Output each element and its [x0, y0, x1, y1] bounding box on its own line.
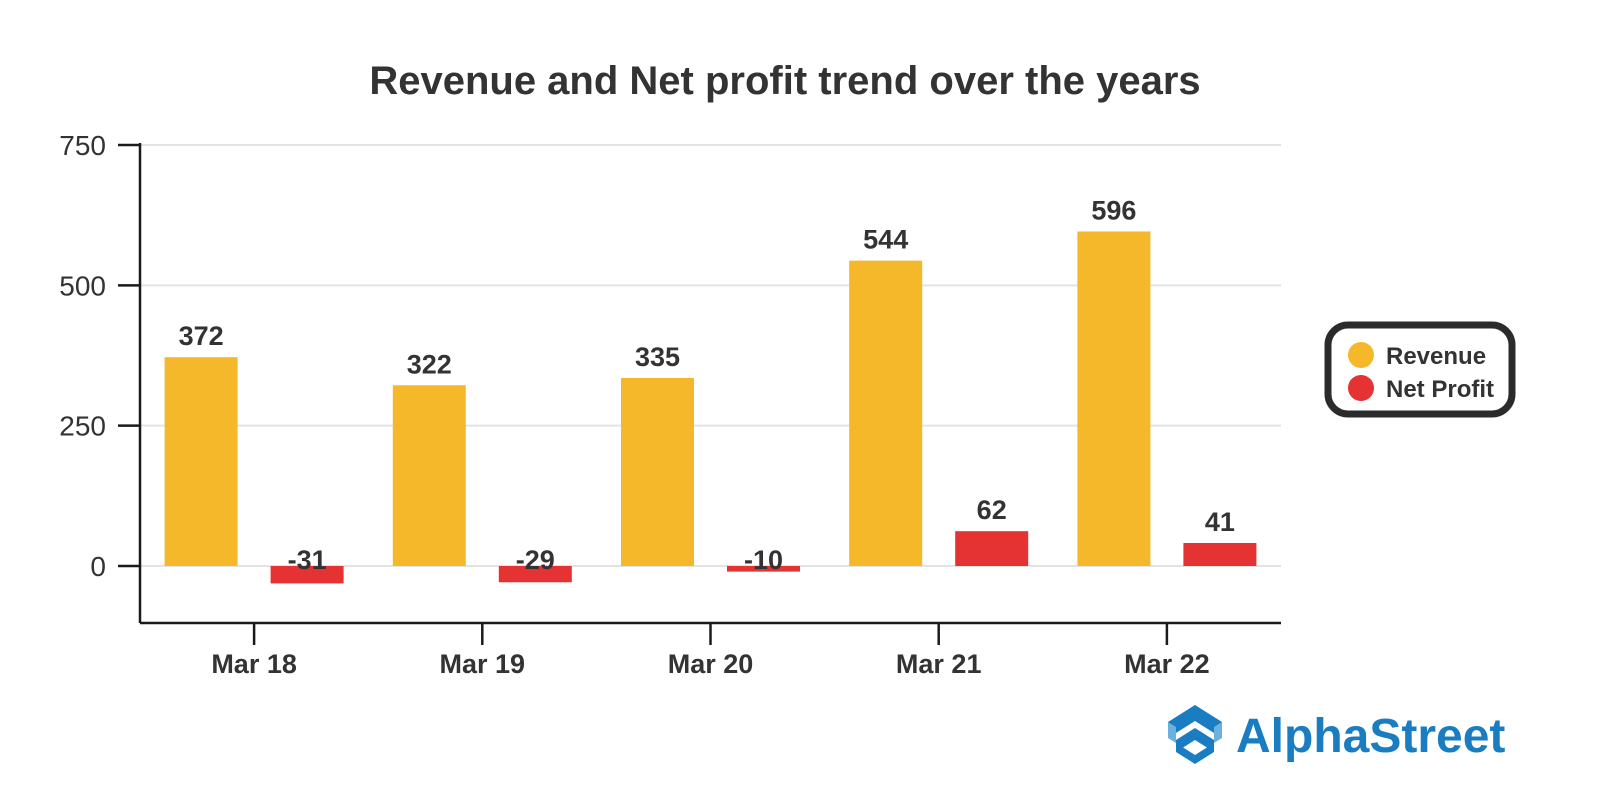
bar-net-profit [955, 531, 1029, 566]
data-label: -10 [744, 545, 783, 575]
x-tick-label: Mar 20 [668, 649, 754, 679]
legend-frame [1324, 321, 1516, 418]
x-tick-label: Mar 21 [896, 649, 982, 679]
alphastreet-chevron-icon [1168, 705, 1222, 764]
bar-revenue [1077, 231, 1151, 567]
data-label: 41 [1205, 507, 1235, 537]
legend-swatch-revenue [1348, 342, 1374, 368]
legend-swatch-net-profit [1348, 375, 1374, 401]
alphastreet-logo: AlphaStreet [1168, 705, 1505, 764]
data-label: 596 [1091, 195, 1136, 225]
bars [164, 231, 1257, 584]
bar-net-profit [727, 566, 800, 572]
data-label: 335 [635, 342, 680, 372]
y-tick-label: 750 [59, 130, 106, 161]
bar-revenue [621, 377, 694, 566]
x-tick-label: Mar 19 [440, 649, 526, 679]
x-tick-label: Mar 18 [211, 649, 297, 679]
legend: Revenue Net Profit [1324, 321, 1516, 418]
data-labels: 372 -31 322 -29 335 -10 544 62 596 41 [179, 195, 1235, 575]
data-label: 544 [863, 225, 908, 255]
y-tick-label: 0 [90, 551, 106, 582]
legend-label-revenue: Revenue [1386, 343, 1486, 370]
bar-revenue [164, 357, 238, 566]
bar-net-profit [270, 566, 344, 584]
data-label: -29 [516, 545, 555, 575]
bar-net-profit [1183, 542, 1257, 566]
data-label: 322 [407, 349, 452, 379]
chart-title: Revenue and Net profit trend over the ye… [369, 59, 1200, 103]
bar-net-profit [498, 566, 572, 583]
legend-label-net-profit: Net Profit [1386, 376, 1494, 403]
data-label: 62 [977, 495, 1007, 525]
axes: 0 250 500 750 Mar 18 Mar 19 Mar 20 Mar 21 Mar 22 [59, 130, 1281, 679]
data-label: 372 [179, 321, 224, 351]
data-label: -31 [288, 545, 327, 575]
bar-revenue [392, 385, 466, 566]
y-tick-label: 500 [59, 270, 106, 301]
logo-text: AlphaStreet [1236, 710, 1505, 763]
bar-revenue [849, 260, 923, 566]
x-tick-label: Mar 22 [1124, 649, 1210, 679]
y-tick-label: 250 [59, 411, 106, 442]
